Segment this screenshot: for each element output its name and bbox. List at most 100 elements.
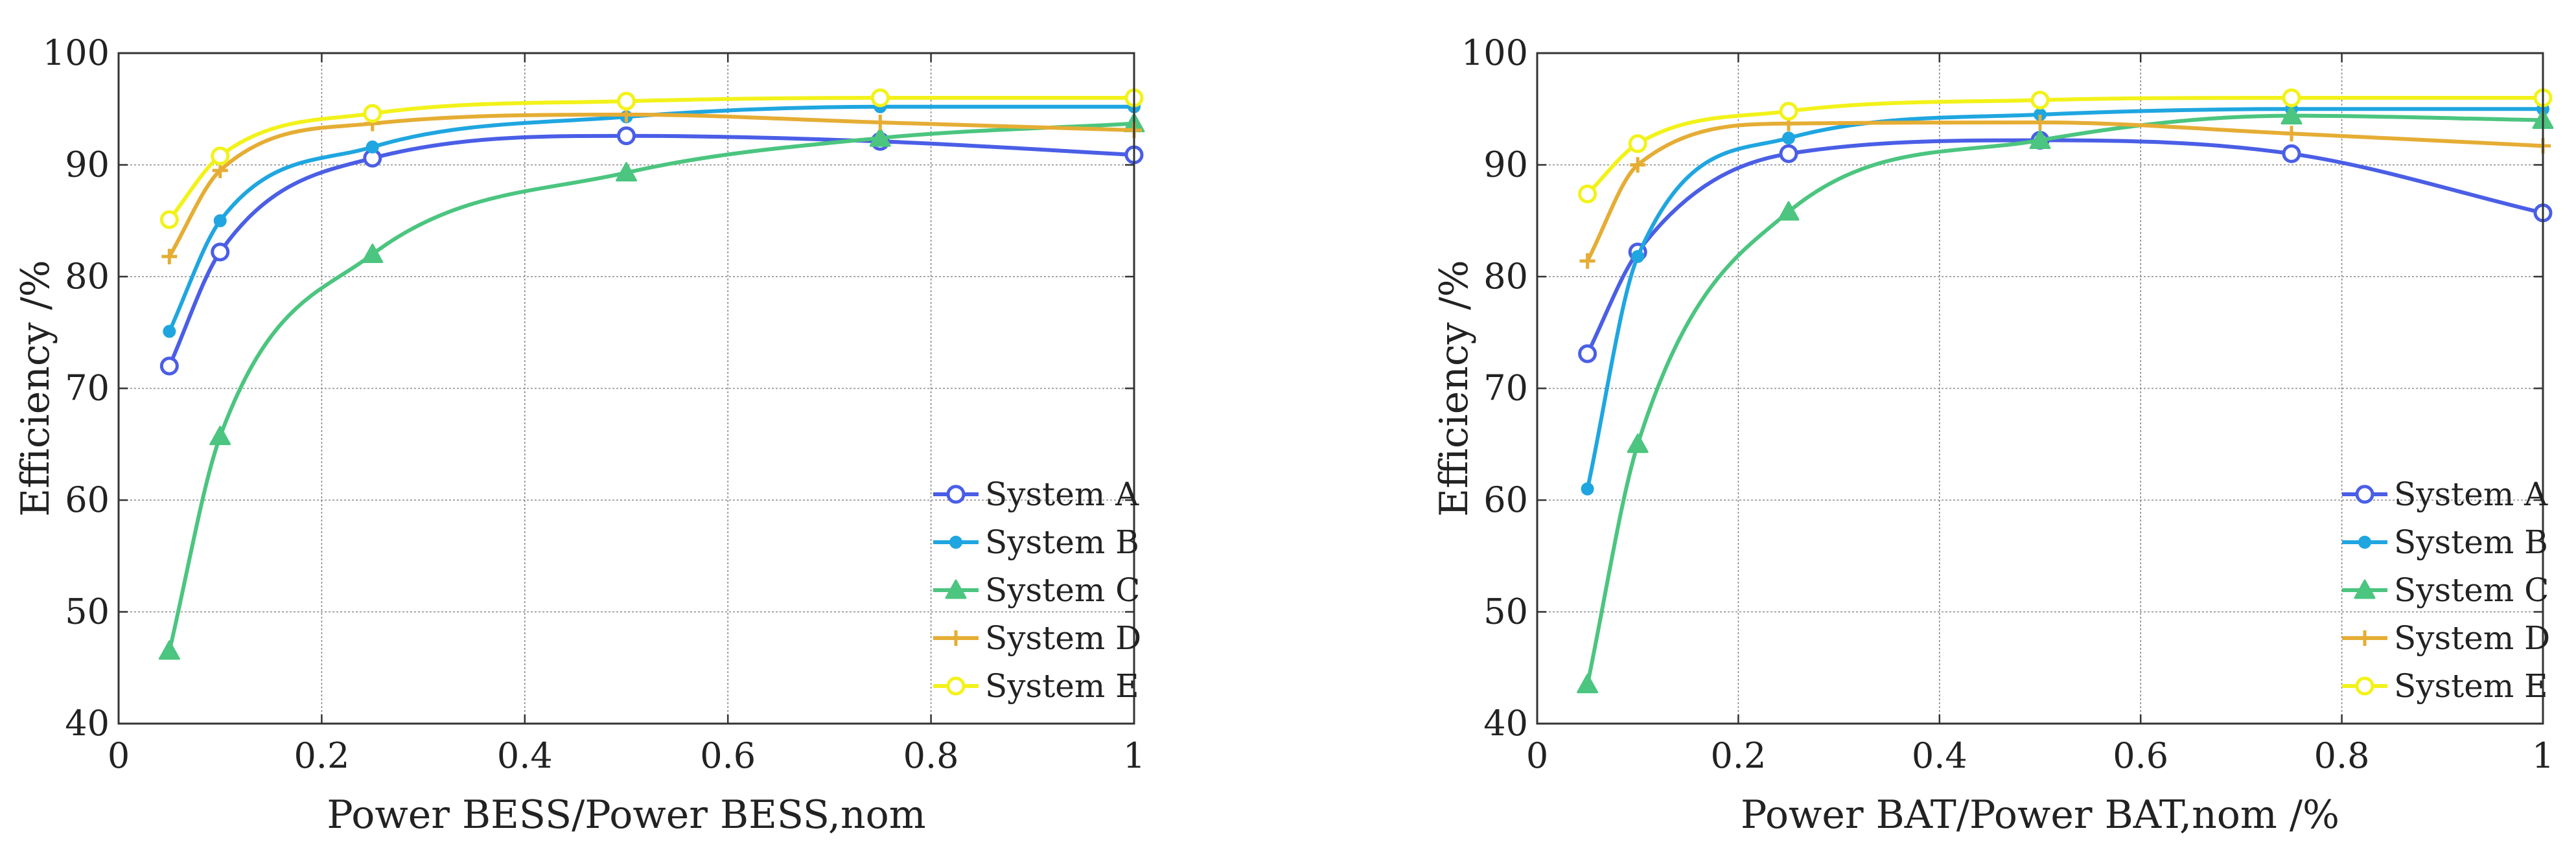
series-system-c bbox=[158, 113, 1145, 660]
x-tick-label: 1 bbox=[2532, 735, 2554, 776]
y-axis-title: Efficiency /% bbox=[13, 260, 58, 516]
legend-marker bbox=[949, 536, 962, 549]
data-point bbox=[872, 114, 888, 130]
data-point bbox=[209, 426, 231, 446]
data-point bbox=[1630, 157, 1646, 173]
y-tick-label: 70 bbox=[1483, 368, 1528, 409]
series-line bbox=[167, 95, 1136, 222]
legend-label: System B bbox=[985, 523, 1139, 561]
data-point bbox=[2282, 88, 2301, 108]
legend-label: System E bbox=[2394, 667, 2548, 705]
legend-marker bbox=[948, 630, 964, 646]
series-system-c bbox=[1577, 105, 2554, 694]
series-system-e bbox=[1578, 88, 2553, 203]
x-axis-title: Power BESS/Power BESS,nom bbox=[327, 792, 925, 838]
y-axis-title: Efficiency /% bbox=[1432, 260, 1477, 516]
series-line bbox=[1585, 95, 2545, 196]
data-point bbox=[211, 146, 230, 166]
y-tick-label: 80 bbox=[1483, 256, 1528, 297]
legend-label: System C bbox=[985, 571, 1140, 609]
data-point bbox=[1782, 132, 1795, 145]
legend-label: System B bbox=[2394, 523, 2548, 561]
x-tick-label: 1 bbox=[1123, 735, 1145, 776]
series-system-d bbox=[1579, 114, 2551, 269]
x-axis-title: Power BAT/Power BAT,nom /% bbox=[1741, 792, 2339, 838]
x-tick-label: 0 bbox=[108, 735, 130, 776]
legend-item: System A bbox=[2342, 475, 2548, 513]
legend-item: System E bbox=[2342, 667, 2548, 705]
data-point bbox=[2280, 105, 2303, 125]
data-point bbox=[617, 126, 636, 146]
series-line bbox=[1585, 113, 2545, 687]
legend-marker bbox=[2355, 676, 2374, 696]
data-point bbox=[163, 325, 176, 338]
x-tick-label: 0 bbox=[1526, 735, 1548, 776]
x-tick-label: 0.2 bbox=[1710, 735, 1766, 776]
y-tick-label: 50 bbox=[1483, 591, 1528, 632]
data-point bbox=[159, 356, 179, 376]
series-system-e bbox=[159, 88, 1144, 229]
x-tick-label: 0.8 bbox=[2314, 735, 2370, 776]
data-point bbox=[1578, 184, 1597, 203]
legend-item: System C bbox=[2342, 571, 2549, 609]
data-point bbox=[869, 127, 891, 147]
data-point bbox=[2030, 90, 2050, 109]
y-tick-label: 50 bbox=[65, 591, 110, 632]
legend-item: System C bbox=[933, 571, 1140, 609]
legend-marker bbox=[945, 579, 967, 599]
data-point bbox=[2029, 130, 2051, 150]
data-point bbox=[1779, 144, 1798, 163]
data-point bbox=[213, 214, 227, 227]
data-point bbox=[1627, 433, 1649, 453]
legend-label: System A bbox=[985, 475, 1139, 513]
legend-label: System A bbox=[2394, 475, 2548, 513]
x-tick-label: 0.6 bbox=[2113, 735, 2168, 776]
data-point bbox=[1579, 253, 1595, 269]
data-point bbox=[1779, 102, 1798, 121]
data-point bbox=[362, 244, 384, 263]
data-point bbox=[1577, 674, 1599, 694]
series-line bbox=[167, 112, 1136, 258]
x-tick-label: 0.2 bbox=[294, 735, 349, 776]
y-tick-label: 40 bbox=[1483, 703, 1528, 744]
data-point bbox=[2032, 114, 2048, 130]
legend-marker bbox=[2357, 630, 2373, 646]
legend: System A System B System C System D System E bbox=[2342, 475, 2550, 705]
y-tick-label: 40 bbox=[65, 703, 110, 744]
x-tick-label: 0.4 bbox=[1912, 735, 1967, 776]
y-tick-label: 100 bbox=[1461, 32, 1528, 73]
y-tick-label: 60 bbox=[65, 479, 110, 520]
data-point bbox=[870, 88, 890, 108]
legend-label: System C bbox=[2394, 571, 2549, 609]
legend-label: System D bbox=[985, 619, 1141, 657]
legend-item: System B bbox=[2342, 523, 2548, 561]
legend-item: System D bbox=[933, 619, 1141, 657]
chart-panel-2: 0 0.2 0.4 0.6 0.8 1 40 50 60 70 80 90 100 Power BAT/P… bbox=[1432, 32, 2554, 838]
x-tick-label: 0.6 bbox=[700, 735, 756, 776]
data-point bbox=[1581, 482, 1594, 496]
legend-item: System E bbox=[933, 667, 1139, 705]
legend-marker bbox=[946, 676, 966, 696]
data-point bbox=[1778, 201, 1800, 221]
data-point bbox=[2282, 144, 2301, 163]
x-tick-label: 0.4 bbox=[497, 735, 553, 776]
legend-item: System B bbox=[933, 523, 1139, 561]
plot-frame bbox=[117, 52, 1135, 725]
data-point bbox=[161, 248, 178, 264]
legend: System A System B System C System D System E bbox=[933, 475, 1141, 705]
data-point bbox=[158, 640, 180, 660]
data-point bbox=[159, 210, 179, 229]
plot-frame bbox=[1536, 52, 2544, 725]
data-point bbox=[363, 104, 382, 123]
legend-label: System D bbox=[2394, 619, 2550, 657]
data-point bbox=[211, 242, 230, 262]
legend-marker bbox=[946, 485, 966, 504]
data-point bbox=[1578, 344, 1597, 363]
data-point bbox=[617, 91, 636, 111]
legend-marker bbox=[2354, 579, 2376, 599]
x-tick-label: 0.8 bbox=[903, 735, 959, 776]
y-tick-label: 90 bbox=[65, 144, 110, 185]
y-tick-label: 60 bbox=[1483, 479, 1528, 520]
y-tick-label: 100 bbox=[43, 32, 110, 73]
